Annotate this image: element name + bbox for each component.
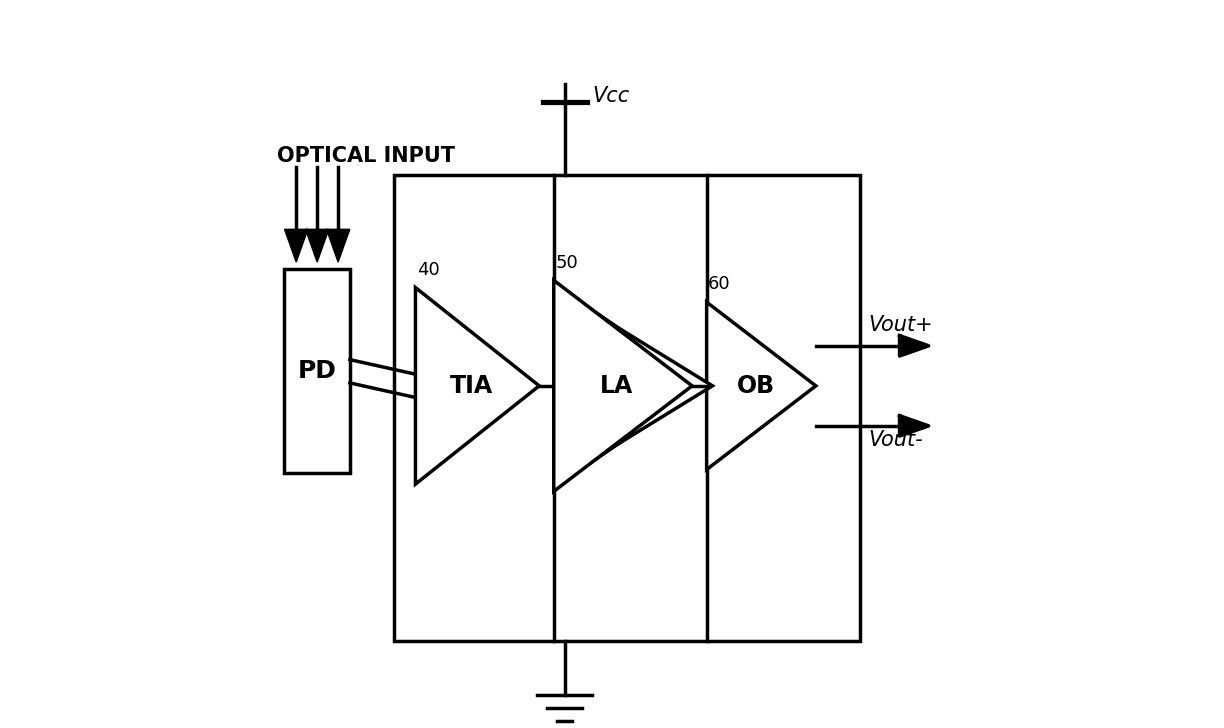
Polygon shape (415, 288, 540, 484)
Text: TIA: TIA (449, 374, 493, 397)
Bar (284, 269, 350, 473)
Text: PD: PD (297, 360, 337, 383)
Text: 60: 60 (709, 275, 731, 293)
Text: Vcc: Vcc (592, 86, 629, 106)
Polygon shape (706, 302, 816, 470)
Polygon shape (327, 229, 350, 262)
Text: OB: OB (737, 374, 775, 397)
Polygon shape (900, 336, 929, 356)
Polygon shape (900, 416, 929, 436)
Text: 40: 40 (417, 261, 439, 279)
Text: 50: 50 (556, 253, 578, 272)
Polygon shape (306, 229, 329, 262)
Text: Vout-: Vout- (868, 430, 923, 449)
Text: OPTICAL INPUT: OPTICAL INPUT (277, 146, 455, 165)
Bar (394, 175, 859, 641)
Text: LA: LA (600, 374, 633, 397)
Polygon shape (284, 229, 308, 262)
Polygon shape (564, 290, 703, 481)
Polygon shape (553, 280, 692, 491)
Text: Vout+: Vout+ (868, 315, 933, 335)
Polygon shape (574, 301, 712, 471)
